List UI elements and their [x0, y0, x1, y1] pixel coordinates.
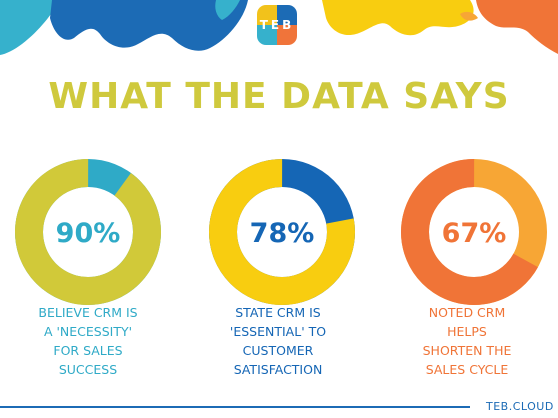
caption-necessity: BELIEVE CRM IS A 'NECESSITY' FOR SALES S…: [13, 303, 163, 379]
caption-line: SUCCESS: [58, 362, 118, 377]
yellow-stroke-right: [322, 0, 474, 36]
caption-essential: STATE CRM IS 'ESSENTIAL' TO CUSTOMER SAT…: [203, 303, 353, 379]
stat-necessity: 90%: [8, 158, 168, 306]
donut-chart-necessity: 90%: [14, 159, 161, 305]
donut-chart-essential: 78%: [209, 159, 355, 305]
logo-quadrant-1: [257, 5, 277, 25]
caption-line: FOR SALES: [53, 343, 123, 358]
caption-line: BELIEVE CRM IS: [38, 305, 138, 320]
footer-website[interactable]: TEB.CLOUD: [486, 400, 554, 413]
donut-chart-sales-cycle: 67%: [401, 159, 547, 305]
caption-line: A 'NECESSITY': [43, 324, 133, 339]
caption-line: STATE CRM IS: [235, 305, 321, 320]
page-title: WHAT THE DATA SAYS: [48, 76, 510, 117]
caption-line: SATISFACTION: [233, 362, 323, 377]
teal-stroke-small: [215, 0, 240, 20]
blue-stroke-left: [50, 0, 248, 51]
caption-line: NOTED CRM: [428, 305, 506, 320]
logo-text: TEB: [259, 18, 295, 32]
logo-quadrant-3: [257, 25, 277, 45]
caption-line: CUSTOMER: [242, 343, 314, 358]
footer-divider: [0, 406, 470, 408]
logo-quadrant-4: [277, 25, 297, 45]
stat-essential: 78%: [202, 158, 362, 306]
stat-percent: 90%: [56, 218, 121, 249]
caption-line: SALES CYCLE: [425, 362, 509, 377]
caption-line: SHORTEN THE: [422, 343, 512, 358]
caption-line: 'ESSENTIAL' TO: [229, 324, 327, 339]
logo-quadrant-2: [277, 5, 297, 25]
stat-percent: 67%: [442, 218, 507, 249]
teal-stroke-left: [0, 0, 60, 55]
orange-stroke-right: [476, 0, 558, 54]
teb-logo: TEB: [257, 5, 297, 45]
stat-sales-cycle: 67%: [394, 158, 554, 306]
lightorange-stroke: [460, 11, 478, 21]
donut-fill: [209, 159, 355, 305]
decorative-brush-strokes: [0, 0, 558, 55]
stat-percent: 78%: [250, 218, 315, 249]
caption-sales-cycle: NOTED CRM HELPS SHORTEN THE SALES CYCLE: [392, 303, 542, 379]
donut-fill: [401, 159, 547, 305]
caption-line: HELPS: [447, 324, 487, 339]
